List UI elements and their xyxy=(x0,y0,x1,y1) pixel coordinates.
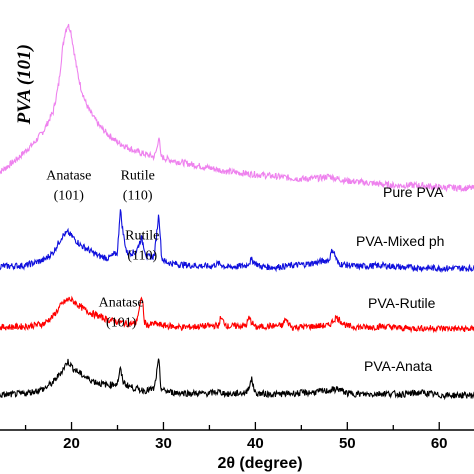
peak-annotation-9: (101) xyxy=(106,316,137,331)
series-line-1 xyxy=(0,23,474,193)
peak-annotation-2: Anatase xyxy=(46,169,91,184)
series-label-2: PVA-Mixed ph xyxy=(356,233,444,249)
series-label-4: PVA-Anata xyxy=(364,358,432,374)
series-line-4 xyxy=(0,358,474,401)
x-tick-label: 30 xyxy=(155,435,172,452)
x-tick-label: 50 xyxy=(339,435,356,452)
x-tick-label: 20 xyxy=(63,435,80,452)
series-label-layer: Pure PVA PVA-Mixed ph PVA-Rutile PVA-Anata xyxy=(356,184,444,374)
peak-annotation-8: Anatase xyxy=(99,296,144,311)
series-label-1: Pure PVA xyxy=(383,184,444,200)
series-line-2 xyxy=(0,209,474,274)
x-axis: 20 30 40 50 60 xyxy=(0,422,474,452)
peak-annotation-3: (101) xyxy=(54,189,85,204)
series-label-3: PVA-Rutile xyxy=(368,295,436,311)
peak-annotation-4: Rutile xyxy=(121,169,155,184)
peak-annotation-5: (110) xyxy=(123,189,153,204)
x-axis-label: 2θ (degree) xyxy=(217,455,302,472)
x-tick-label: 60 xyxy=(431,435,448,452)
peak-annotation-6: Rutile xyxy=(125,229,159,244)
annotation-layer: PVA (101) Anatase (101) Rutile (110) Rutile (1… xyxy=(14,44,160,331)
x-tick-label: 40 xyxy=(247,435,264,452)
peak-annotation-7: (110) xyxy=(127,249,157,264)
series-line-3 xyxy=(0,295,474,334)
peak-annotation-1: PVA (101) xyxy=(14,44,35,125)
series-layer xyxy=(0,23,474,401)
